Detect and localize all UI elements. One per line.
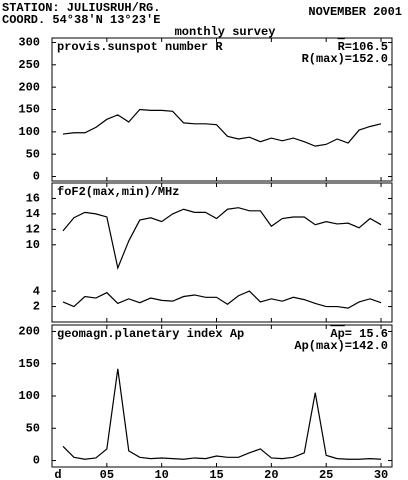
y-tick-label: 150 <box>18 103 40 117</box>
max-annotation: R(max)=152.0 <box>302 52 388 66</box>
panel-title: geomagn.planetary index Ap <box>57 327 244 341</box>
month: NOVEMBER 2001 <box>308 5 402 19</box>
data-line <box>62 290 382 309</box>
mean-symbol: R <box>338 40 346 54</box>
station: STATION: JULIUSRUH/RG. <box>2 1 160 15</box>
y-tick-label: 2 <box>33 300 40 314</box>
y-tick-label: 300 <box>18 36 40 50</box>
mean-annotation: Ap= 15.6 <box>330 327 388 341</box>
mean-annotation: R=106.5 <box>338 40 388 54</box>
y-tick-label: 10 <box>26 238 40 252</box>
y-tick-label: 50 <box>26 147 40 161</box>
y-tick-label: 0 <box>33 170 40 184</box>
y-tick-label: 14 <box>26 207 40 221</box>
x-tick-label: 30 <box>374 468 388 480</box>
x-tick-label: 10 <box>154 468 168 480</box>
y-tick-label: 200 <box>18 325 40 339</box>
mean-value: = 15.6 <box>345 327 388 341</box>
data-line <box>62 368 382 460</box>
data-line <box>62 108 382 147</box>
max-annotation: Ap(max)=142.0 <box>294 339 388 353</box>
panel-title: provis.sunspot number R <box>57 40 223 54</box>
y-tick-label: 150 <box>18 357 40 371</box>
x-tick-label: 20 <box>264 468 278 480</box>
y-tick-label: 200 <box>18 80 40 94</box>
y-tick-label: 100 <box>18 389 40 403</box>
y-tick-label: 250 <box>18 58 40 72</box>
mean-symbol: Ap <box>330 327 344 341</box>
mean-value: =106.5 <box>345 40 388 54</box>
data-line <box>62 207 382 270</box>
panel-frame <box>51 182 393 323</box>
x-axis-label: d <box>54 468 61 480</box>
coord: COORD. 54°38'N 13°23'E <box>2 13 160 27</box>
y-tick-label: 100 <box>18 125 40 139</box>
x-tick-label: 15 <box>209 468 223 480</box>
y-tick-label: 4 <box>33 284 40 298</box>
x-tick-label: 25 <box>319 468 333 480</box>
subtitle: monthly survey <box>175 25 276 39</box>
y-tick-label: 16 <box>26 192 40 206</box>
y-tick-label: 50 <box>26 421 40 435</box>
x-tick-label: 05 <box>100 468 114 480</box>
y-tick-label: 0 <box>33 454 40 468</box>
panel-title: foF2(max,min)/MHz <box>57 185 179 199</box>
y-tick-label: 12 <box>26 223 40 237</box>
